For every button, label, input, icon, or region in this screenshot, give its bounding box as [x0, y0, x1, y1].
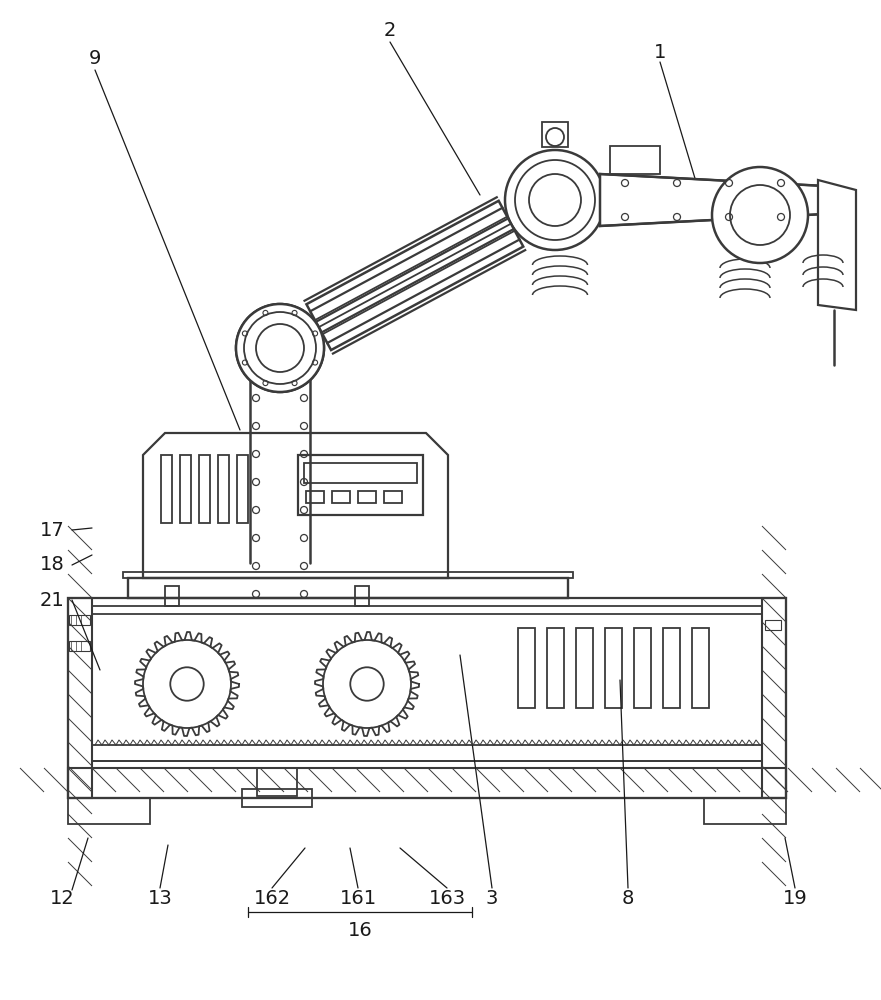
Bar — [762, 598, 786, 798]
Text: 3: 3 — [485, 888, 498, 908]
Bar — [257, 768, 297, 796]
Bar — [298, 455, 423, 515]
Bar — [332, 491, 350, 503]
Bar — [68, 768, 786, 798]
Bar — [576, 628, 593, 708]
Bar — [663, 628, 680, 708]
Bar — [692, 628, 709, 708]
Text: 16: 16 — [348, 920, 373, 940]
Polygon shape — [818, 180, 856, 310]
Text: 9: 9 — [89, 48, 101, 68]
Bar — [68, 598, 786, 798]
Text: 1: 1 — [654, 42, 666, 62]
Circle shape — [236, 304, 324, 392]
Bar — [384, 491, 402, 503]
Bar — [306, 491, 324, 503]
Bar — [92, 606, 762, 614]
Text: 8: 8 — [622, 888, 634, 908]
Bar — [199, 455, 210, 523]
Bar — [68, 798, 150, 824]
Text: 18: 18 — [40, 556, 64, 574]
Bar — [218, 455, 229, 523]
Text: 12: 12 — [49, 888, 74, 908]
Bar — [704, 798, 786, 824]
Bar — [165, 586, 179, 606]
Text: 163: 163 — [428, 888, 465, 908]
Bar — [610, 146, 660, 174]
Polygon shape — [307, 201, 523, 350]
Bar — [634, 628, 651, 708]
Bar — [68, 598, 92, 798]
Text: 19: 19 — [782, 888, 807, 908]
Bar — [242, 789, 312, 807]
Bar — [547, 628, 564, 708]
Bar — [765, 620, 781, 630]
Text: 13: 13 — [148, 888, 173, 908]
Text: 21: 21 — [40, 590, 64, 609]
Bar — [304, 463, 417, 483]
Bar — [161, 455, 172, 523]
Bar — [358, 491, 376, 503]
Circle shape — [712, 167, 808, 263]
Bar — [92, 745, 762, 761]
Text: 17: 17 — [40, 520, 64, 540]
Bar — [542, 122, 568, 147]
Bar — [69, 615, 90, 625]
Bar — [355, 586, 369, 606]
Bar — [69, 641, 90, 651]
Bar — [180, 455, 191, 523]
Bar — [518, 628, 535, 708]
Bar — [128, 578, 568, 598]
Text: 161: 161 — [339, 888, 376, 908]
Bar — [237, 455, 248, 523]
Polygon shape — [600, 174, 825, 226]
Bar — [605, 628, 622, 708]
Text: 162: 162 — [254, 888, 291, 908]
Bar — [123, 572, 573, 578]
Text: 2: 2 — [384, 20, 396, 39]
